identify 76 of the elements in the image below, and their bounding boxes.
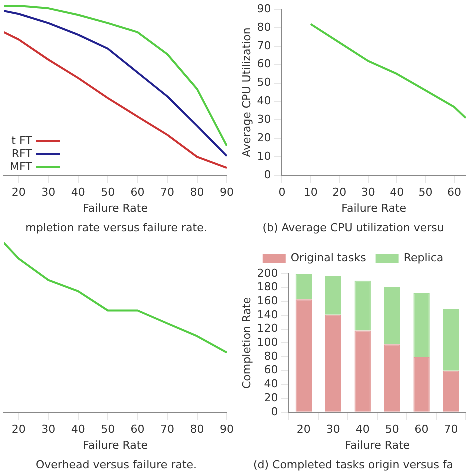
text: Overhead versus failure rate.: [36, 458, 198, 472]
bar: [354, 330, 371, 412]
legend-label: MFT: [10, 160, 33, 174]
x-tick-label: 20: [12, 422, 26, 436]
x-tick-label: 30: [42, 422, 56, 436]
x-tick-label: 40: [390, 186, 404, 199]
x-tick-label: 50: [385, 422, 400, 436]
legend-label: Original tasks: [290, 251, 367, 264]
legend-label: Replica: [404, 251, 444, 264]
bar: [443, 370, 460, 412]
y-tick-label: 50: [257, 76, 272, 90]
x-tick-label: 10: [304, 186, 318, 199]
x-tick-label: 90: [220, 422, 234, 436]
bar: [296, 300, 312, 412]
y-tick-label: 0: [264, 168, 272, 182]
x-axis-title: Failure Rate: [83, 202, 148, 216]
bar: [443, 309, 460, 371]
x-tick-label: 40: [71, 186, 86, 199]
y-tick-label: 10: [257, 150, 272, 163]
y-tick-label: 80: [257, 20, 272, 34]
x-tick-label: 70: [444, 422, 458, 436]
x-tick-label: 60: [130, 186, 145, 199]
x-tick-label: 20: [332, 186, 347, 199]
x-axis-title: Failure Rate: [345, 439, 410, 452]
y-tick-label: 20: [257, 131, 272, 144]
y-tick-label: 180: [257, 280, 278, 294]
y-tick-label: 60: [257, 58, 272, 71]
y-tick-label: 160: [257, 294, 278, 308]
y-tick-label: 80: [264, 350, 278, 363]
x-tick-label: 30: [361, 186, 376, 199]
x-axis-title: Failure Rate: [342, 202, 407, 216]
bar: [325, 314, 342, 412]
text: (b) Average CPU utilization versu: [262, 221, 444, 234]
y-tick-label: 140: [257, 308, 278, 322]
y-tick-label: 90: [257, 2, 272, 16]
x-tick-label: 20: [296, 422, 311, 436]
text: (d) Completed tasks origin versus fa: [253, 458, 454, 472]
y-tick-label: 120: [257, 322, 278, 336]
x-tick-label: 70: [160, 186, 175, 199]
bar: [296, 274, 312, 300]
y-axis-title: Average CPU Utilization: [240, 28, 254, 158]
y-tick-label: 100: [257, 336, 278, 350]
bar: [354, 280, 371, 331]
y-tick-label: 200: [257, 266, 278, 280]
x-axis-title: Failure Rate: [83, 439, 148, 452]
y-tick-label: 20: [264, 391, 278, 404]
x-tick-label: 60: [414, 422, 429, 436]
x-tick-label: 50: [101, 186, 116, 199]
y-tick-label: 0: [271, 405, 278, 418]
x-tick-label: 20: [12, 186, 26, 199]
bar: [325, 276, 342, 315]
y-tick-label: 70: [257, 39, 272, 52]
x-tick-label: 40: [71, 422, 86, 436]
text: mpletion rate versus failure rate.: [26, 221, 208, 234]
bar: [414, 357, 430, 412]
x-tick-label: 80: [190, 186, 204, 199]
bar: [384, 344, 400, 412]
bar: [384, 287, 400, 345]
legend-label: RFT: [12, 147, 33, 160]
x-tick-label: 30: [42, 186, 56, 199]
x-tick-label: 90: [220, 186, 234, 199]
y-tick-label: 60: [264, 364, 278, 377]
y-tick-label: 40: [257, 94, 272, 108]
y-tick-label: 40: [264, 378, 278, 391]
x-tick-label: 40: [356, 422, 370, 436]
x-tick-label: 70: [160, 422, 175, 436]
x-tick-label: 60: [130, 422, 145, 436]
legend-label: t FT: [12, 134, 33, 148]
x-tick-label: 50: [418, 186, 433, 199]
y-tick-label: 30: [257, 112, 272, 126]
y-axis-title: Completion Rate: [240, 297, 254, 390]
x-tick-label: 60: [448, 186, 462, 199]
x-tick-label: 50: [101, 422, 116, 436]
x-tick-label: 80: [190, 422, 204, 436]
bar: [414, 293, 430, 358]
x-tick-label: 30: [326, 422, 340, 436]
